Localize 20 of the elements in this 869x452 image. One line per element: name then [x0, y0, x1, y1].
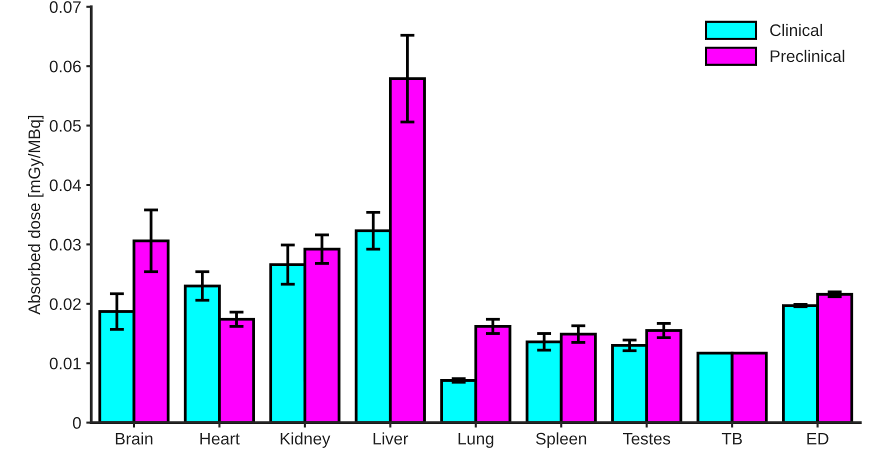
x-tick-label: Brain — [116, 432, 152, 445]
x-tick-label: Kidney — [280, 432, 330, 448]
y-tick-label: 0.05 — [50, 120, 81, 132]
y-tick-label: 0.01 — [50, 358, 81, 370]
y-tick-label: 0.02 — [50, 298, 81, 310]
y-tick-label: 0.04 — [50, 179, 82, 192]
legend-label: Clinical — [770, 24, 822, 36]
x-tick-label: TB — [722, 432, 742, 444]
y-tick-label: 0 — [72, 417, 81, 429]
x-tick-label: Lung — [458, 432, 494, 448]
x-tick-label: Testes — [622, 432, 670, 445]
y-tick-label: 0.06 — [50, 60, 81, 72]
x-tick-label: Liver — [374, 432, 408, 445]
legend-label: Preclinical — [770, 50, 844, 62]
x-tick-label: ED — [807, 432, 828, 444]
y-axis-title: Absorbed dose [mGy/MBq] — [28, 116, 44, 315]
y-tick-label: 0.07 — [50, 1, 81, 13]
x-tick-label: Spleen — [536, 432, 586, 448]
y-tick-label: 0.03 — [50, 238, 81, 251]
x-tick-label: Heart — [200, 432, 240, 445]
